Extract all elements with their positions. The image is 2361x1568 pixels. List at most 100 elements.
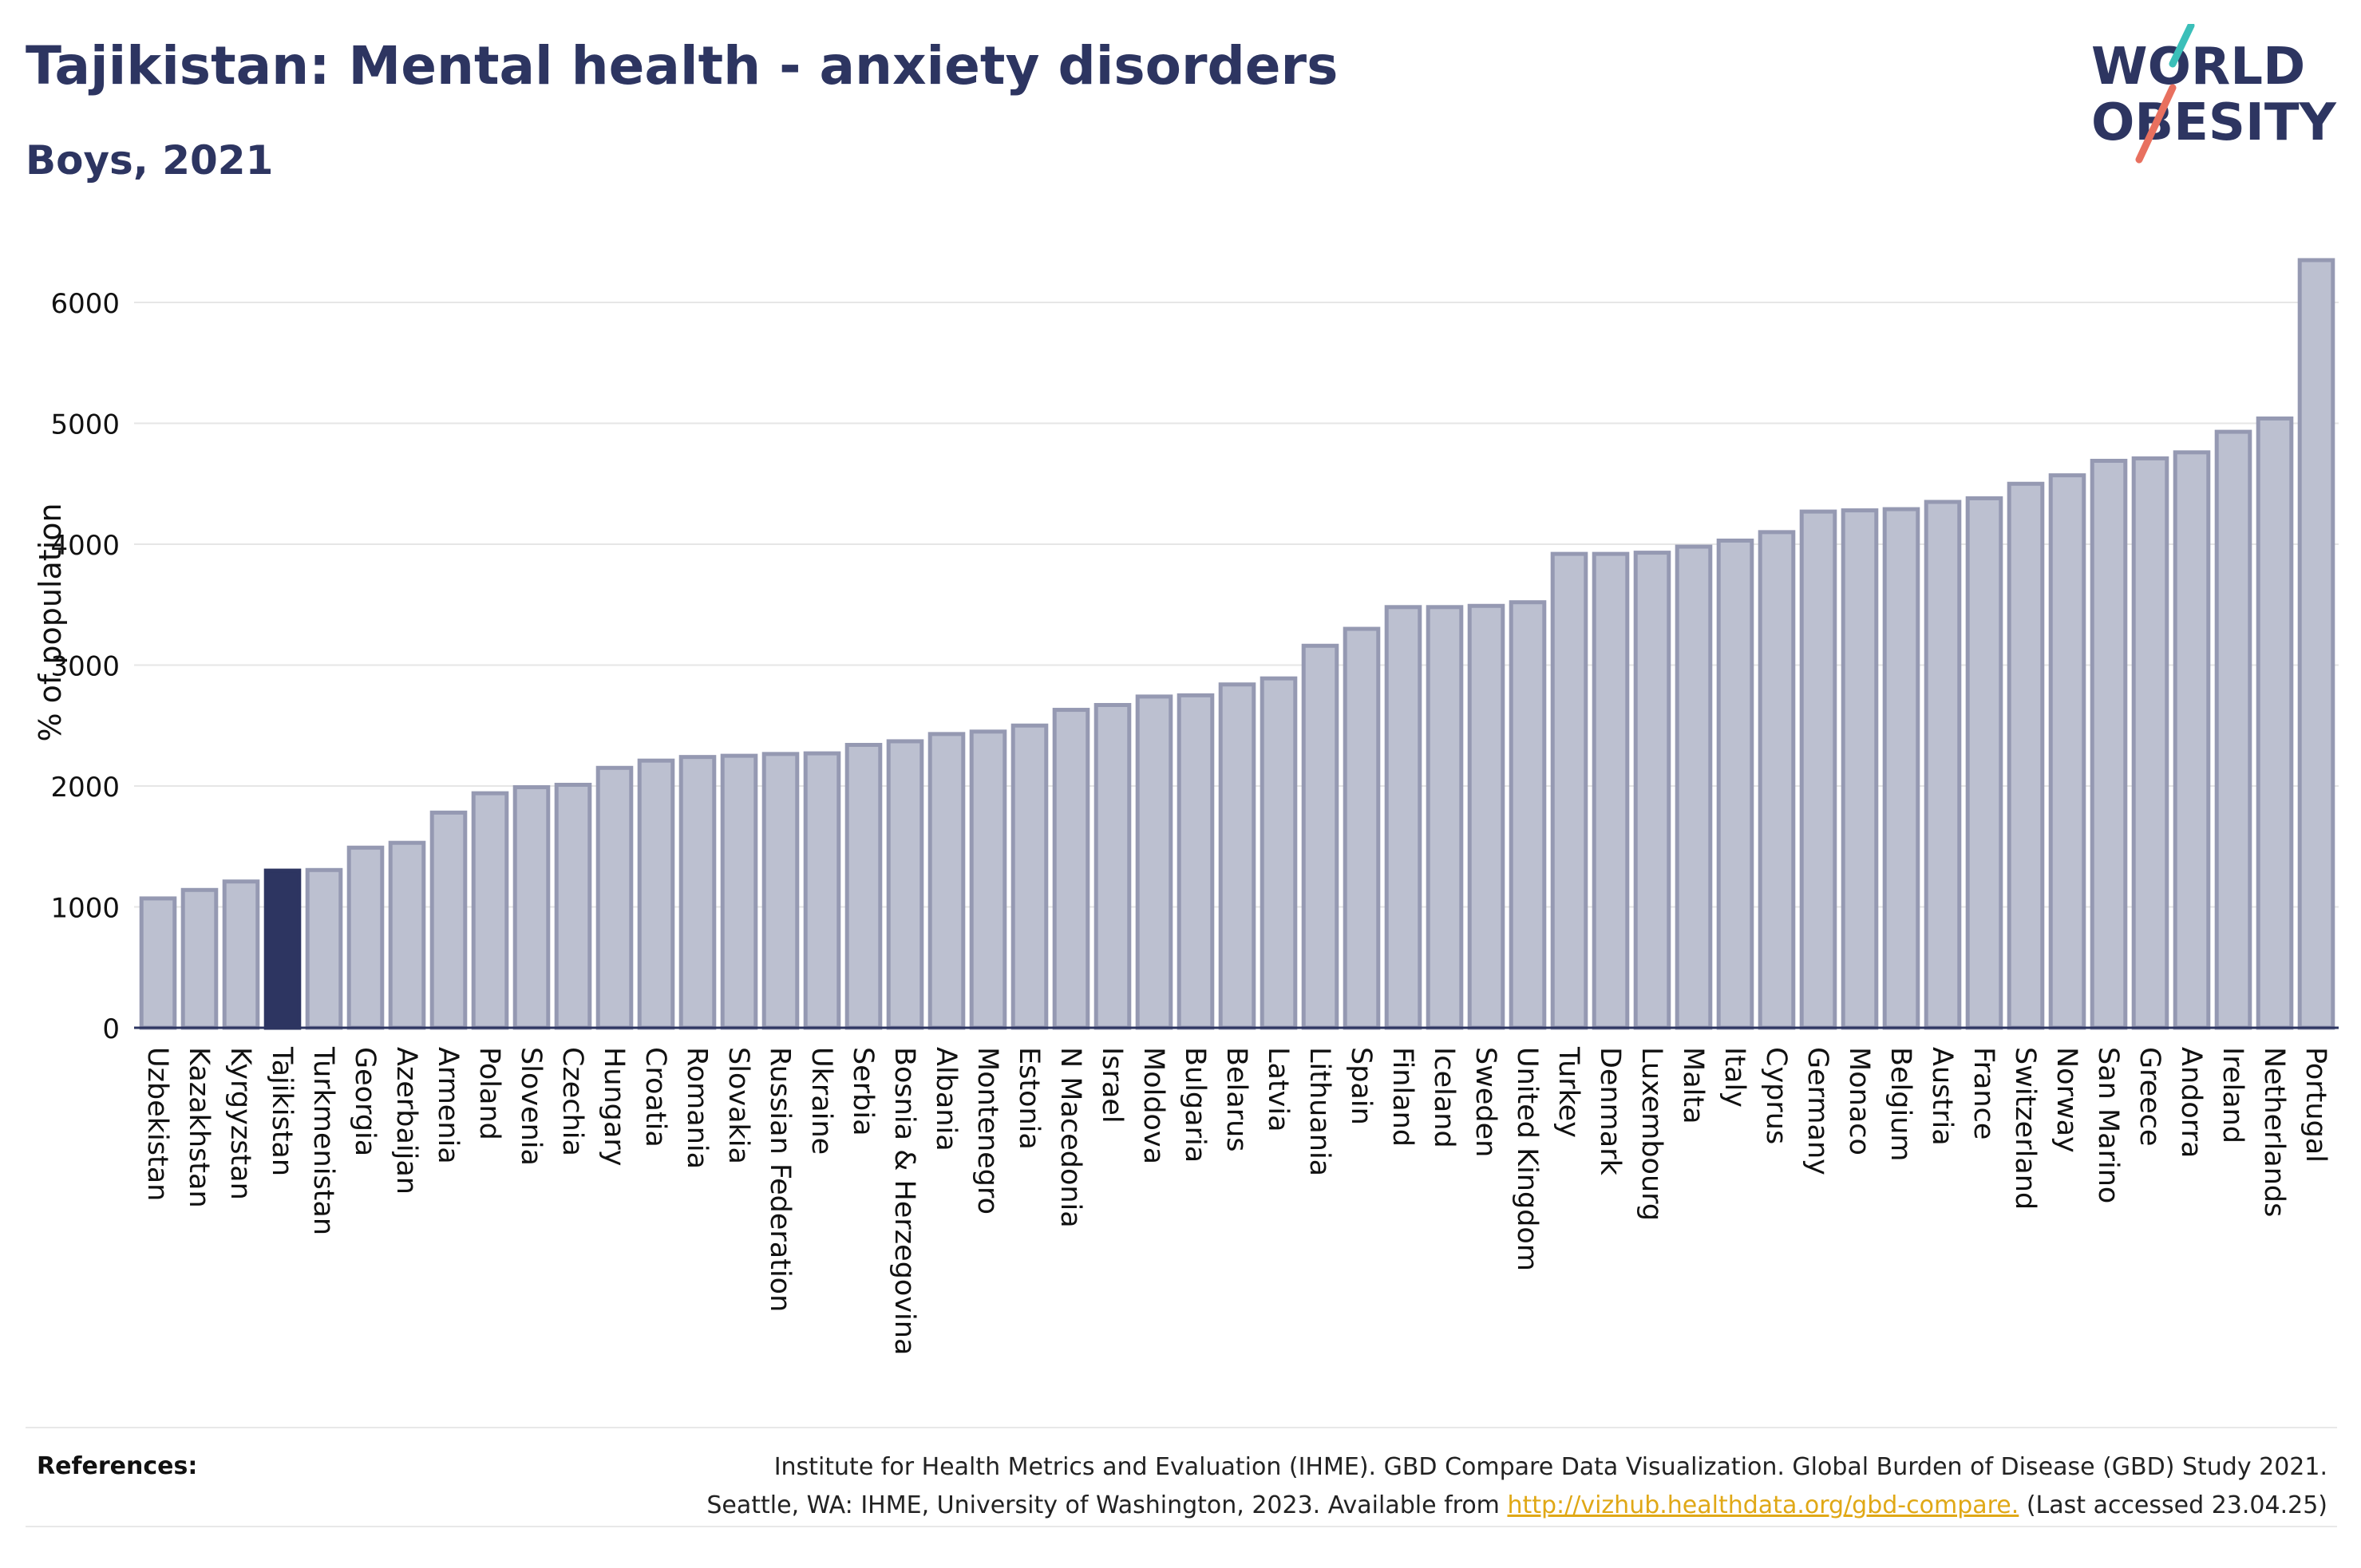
bar-ireland: [2214, 429, 2252, 1030]
bar-finland: [1384, 605, 1422, 1030]
references-line2-pre: Seattle, WA: IHME, University of Washing…: [706, 1491, 1508, 1519]
bar-denmark: [1592, 551, 1630, 1030]
references-line2-post: (Last accessed 23.04.25): [2019, 1491, 2327, 1519]
x-tick-label-georgia: Georgia: [349, 1047, 381, 1156]
bar-uzbekistan: [139, 896, 177, 1030]
references-line1: Institute for Health Metrics and Evaluat…: [773, 1453, 2327, 1481]
bar-france: [1965, 496, 2003, 1030]
x-tick-label-bulgaria: Bulgaria: [1179, 1047, 1211, 1163]
x-tick-label-cyprus: Cyprus: [1760, 1047, 1792, 1144]
x-tick-label-belgium: Belgium: [1884, 1047, 1916, 1162]
x-tick-label-uzbekistan: Uzbekistan: [141, 1047, 173, 1201]
bar-iceland: [1426, 605, 1464, 1030]
bar-spain: [1343, 626, 1381, 1030]
x-tick-label-tajikistan: Tajikistan: [266, 1046, 298, 1176]
bar-italy: [1716, 538, 1754, 1030]
y-tick-label-2: 2000: [50, 772, 120, 804]
bar-turkey: [1550, 551, 1588, 1030]
x-tick-label-kyrgyzstan: Kyrgyzstan: [224, 1047, 256, 1200]
x-tick-label-san-marino: San Marino: [2092, 1047, 2124, 1203]
x-tick-label-kazakhstan: Kazakhstan: [183, 1047, 215, 1208]
x-tick-label-slovakia: Slovakia: [722, 1047, 754, 1164]
x-tick-label-denmark: Denmark: [1594, 1047, 1626, 1176]
references-text: Institute for Health Metrics and Evaluat…: [571, 1448, 2327, 1525]
y-tick-label-4: 4000: [50, 530, 120, 562]
bar-portugal: [2297, 258, 2335, 1030]
x-tick-label-turkey: Turkey: [1552, 1046, 1584, 1138]
y-tick-label-5: 5000: [50, 409, 120, 441]
bar-azerbaijan: [388, 840, 426, 1030]
bar-luxembourg: [1633, 551, 1671, 1030]
x-tick-label-portugal: Portugal: [2300, 1047, 2331, 1163]
x-tick-label-albania: Albania: [930, 1047, 962, 1151]
bar-russian-federation: [761, 752, 800, 1030]
bar-tajikistan: [263, 868, 302, 1030]
footer-divider-bottom: [26, 1526, 2337, 1527]
logo-line2: OBESITY: [2091, 93, 2336, 152]
logo-slash-coral: [2135, 84, 2177, 164]
x-tick-label-ireland: Ireland: [2217, 1047, 2248, 1143]
y-tick-label-1: 1000: [50, 893, 120, 925]
x-tick-label-malta: Malta: [1677, 1047, 1709, 1124]
y-tick-label-0: 0: [102, 1013, 120, 1045]
x-tick-label-italy: Italy: [1718, 1047, 1750, 1108]
bar-switzerland: [2007, 481, 2045, 1030]
x-tick-label-ukraine: Ukraine: [805, 1047, 837, 1155]
bar-belarus: [1218, 682, 1256, 1030]
y-tick-label-6: 6000: [50, 288, 120, 320]
x-tick-label-united-kingdom: United Kingdom: [1511, 1047, 1543, 1271]
bar-united-kingdom: [1509, 600, 1547, 1030]
references-link[interactable]: http://vizhub.healthdata.org/gbd-compare…: [1507, 1491, 2019, 1519]
x-tick-label-croatia: Croatia: [639, 1047, 671, 1147]
x-tick-label-turkmenistan: Turkmenistan: [307, 1046, 339, 1235]
x-tick-label-spain: Spain: [1345, 1047, 1377, 1125]
x-tick-label-lithuania: Lithuania: [1303, 1047, 1335, 1176]
bar-bosnia-herzegovina: [886, 739, 924, 1030]
x-tick-label-netherlands: Netherlands: [2258, 1047, 2290, 1217]
world-obesity-logo: WORLD OBESITY: [2091, 24, 2336, 164]
bars: [139, 258, 2335, 1030]
x-tick-label-greece: Greece: [2134, 1047, 2165, 1147]
x-tick-label-armenia: Armenia: [432, 1047, 464, 1164]
y-axis-label: % of population: [33, 503, 68, 741]
bar-moldova: [1135, 694, 1173, 1030]
x-tick-label-hungary: Hungary: [598, 1047, 630, 1166]
x-tick-label-russian-federation: Russian Federation: [764, 1047, 796, 1312]
bar-israel: [1093, 702, 1132, 1030]
bar-estonia: [1010, 723, 1049, 1030]
x-tick-label-azerbaijan: Azerbaijan: [390, 1047, 422, 1195]
chart-title: Tajikistan: Mental health - anxiety diso…: [26, 35, 1339, 97]
bar-latvia: [1260, 676, 1298, 1030]
x-tick-label-luxembourg: Luxembourg: [1635, 1047, 1667, 1221]
x-tick-label-israel: Israel: [1096, 1047, 1128, 1124]
bar-monaco: [1841, 508, 1879, 1030]
x-tick-label-poland: Poland: [473, 1047, 505, 1140]
x-tick-label-sweden: Sweden: [1469, 1047, 1501, 1157]
bar-greece: [2131, 456, 2169, 1030]
x-tick-label-belarus: Belarus: [1220, 1047, 1252, 1152]
x-tick-label-monaco: Monaco: [1843, 1047, 1875, 1155]
bar-albania: [927, 732, 966, 1030]
bar-germany: [1799, 509, 1837, 1030]
x-tick-label-andorra: Andorra: [2175, 1047, 2207, 1158]
x-tick-label-n-macedonia: N Macedonia: [1054, 1047, 1086, 1228]
x-tick-label-germany: Germany: [1801, 1047, 1833, 1175]
footer-divider-top: [26, 1427, 2337, 1428]
x-tick-label-montenegro: Montenegro: [971, 1047, 1003, 1215]
bar-bulgaria: [1177, 693, 1215, 1030]
bar-sweden: [1467, 603, 1505, 1030]
bar-chart: 0 1000 2000 3000 4000 5000 6000 Uzbekistan Kaza…: [33, 258, 2339, 1355]
x-tick-label-finland: Finland: [1386, 1047, 1418, 1147]
bar-montenegro: [969, 729, 1007, 1030]
bar-n-macedonia: [1052, 708, 1090, 1030]
x-tick-label-moldova: Moldova: [1137, 1047, 1169, 1164]
x-tick-label-estonia: Estonia: [1013, 1047, 1045, 1150]
x-tick-label-norway: Norway: [2051, 1047, 2082, 1153]
bar-lithuania: [1301, 643, 1339, 1030]
bar-kyrgyzstan: [222, 879, 260, 1030]
bar-belgium: [1882, 507, 1920, 1030]
bar-slovakia: [720, 753, 758, 1030]
bar-san-marino: [2090, 458, 2128, 1030]
y-tick-label-3: 3000: [50, 651, 120, 683]
bar-croatia: [637, 758, 675, 1030]
